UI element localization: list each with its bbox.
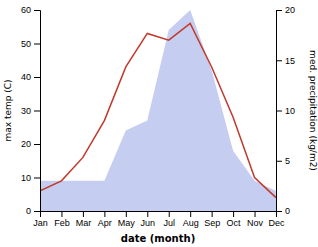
tick-label: Jan [33,218,48,228]
tick-mark [190,211,191,217]
tick-label: 30 [21,106,31,116]
y2-axis-title: med. precipitation (kg/m2) [308,50,318,171]
tick: 15 [276,56,295,66]
tick-label: 60 [21,5,31,15]
tick: 10 [276,106,295,116]
tick: Dec [268,211,285,228]
tick-mark [255,211,256,217]
tick-mark [34,44,40,45]
tick-label: 10 [21,173,31,183]
tick-label: 0 [26,206,31,216]
tick-label: Sep [204,218,220,228]
tick-label: Feb [54,218,70,228]
x-axis: Jan Feb Mar Apr May Jun Jul Aug Sep Oct Nov Dec [33,211,285,228]
tick-mark [61,211,62,217]
tick: Jul [163,211,175,228]
tick-mark [276,10,282,11]
tick-label: Jun [141,218,156,228]
tick-mark [34,77,40,78]
tick-label: 40 [21,72,31,82]
tick-label: 15 [285,56,295,66]
tick: Oct [227,211,242,228]
tick: 60 [21,5,40,15]
tick-label: 10 [285,106,295,116]
axis-line [34,11,41,212]
y-axis-title: max temp (C) [3,79,13,141]
tick-mark [83,211,84,217]
chart: JanFebMarAprMayJunJulAugSepOctNovDec0102… [0,0,318,247]
axis-line [277,11,283,212]
marks [40,10,276,211]
tick-mark [276,111,282,112]
tick: Mar [76,211,92,228]
tick: 20 [21,139,40,149]
tick-label: Oct [227,218,242,228]
tick: 30 [21,106,40,116]
tick-mark [34,211,40,212]
tick-label: 0 [285,206,290,216]
tick: Apr [98,211,112,228]
tick: 0 [26,206,40,216]
tick-label: May [118,218,136,228]
y-axis: 0 10 20 30 40 50 60 [21,5,41,216]
tick-label: 50 [21,39,31,49]
line [40,23,276,197]
tick-label: Jul [163,218,175,228]
tick-label: Nov [247,218,264,228]
tick-mark [104,211,105,217]
axis-line [41,212,277,218]
tick-mark [212,211,213,217]
tick-label: Dec [268,218,285,228]
tick: 50 [21,39,40,49]
tick: May [118,211,136,228]
tick-mark [276,161,282,162]
tick: 5 [276,156,290,166]
tick-label: 20 [21,139,31,149]
tick: 0 [276,206,290,216]
tick-label: 20 [285,5,295,15]
plot: JanFebMarAprMayJunJulAugSepOctNovDec0102… [21,5,295,228]
tick-label: 5 [285,156,290,166]
tick-mark [34,111,40,112]
area [40,10,276,211]
tick-mark [34,10,40,11]
tick-mark [34,178,40,179]
tick-label: Mar [76,218,92,228]
tick-mark [169,211,170,217]
tick: Jun [141,211,156,228]
tick-mark [276,211,282,212]
tick-mark [233,211,234,217]
tick: 20 [276,5,295,15]
tick-label: Apr [98,218,112,228]
tick-mark [147,211,148,217]
tick-mark [276,60,282,61]
tick: 40 [21,72,40,82]
tick: Sep [204,211,220,228]
tick-label: Aug [183,218,199,228]
tick-mark [126,211,127,217]
tick-mark [34,144,40,145]
tick: 10 [21,173,40,183]
x-axis-title: date (month) [121,233,195,244]
tick: Jan [33,211,48,228]
tick: Feb [54,211,70,228]
y2-axis: 0 5 10 15 20 [276,5,295,216]
tick: Nov [247,211,264,228]
tick: Aug [183,211,199,228]
